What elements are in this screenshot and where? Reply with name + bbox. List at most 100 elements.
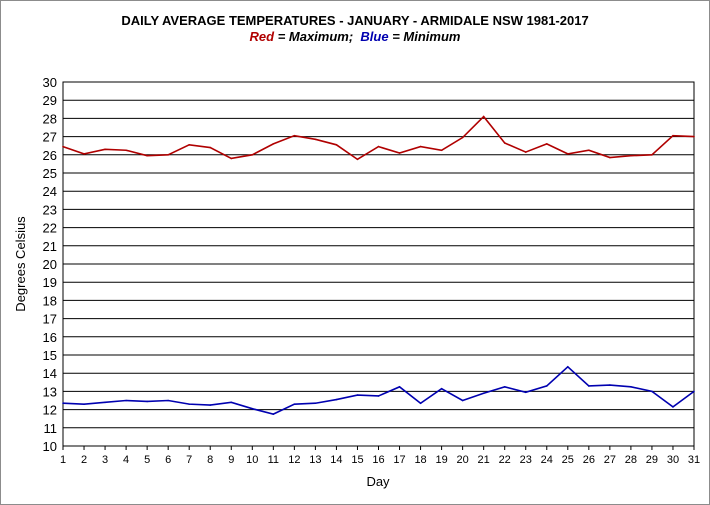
data-point [440,387,443,390]
x-tick-label: 22 [499,454,511,466]
y-tick-label: 23 [43,202,57,217]
data-point [482,115,485,118]
data-point [609,156,611,159]
x-tick-label: 31 [688,454,700,466]
y-tick-label: 14 [43,366,57,381]
data-point [230,401,233,404]
data-point [630,154,632,157]
x-tick-label: 8 [207,454,213,466]
subtitle-max-word: Red [249,29,275,44]
x-tick-label: 15 [351,454,363,466]
y-tick-label: 13 [43,384,57,399]
data-point [356,394,359,396]
data-point [588,385,590,387]
series-line-maximum [62,115,695,161]
subtitle-min-word: Blue [360,29,389,44]
data-point [567,366,569,368]
y-tick-label: 12 [43,403,57,418]
data-point [293,403,296,405]
x-tick-label: 20 [457,454,469,466]
y-tick-label: 22 [43,221,57,236]
data-point [167,399,169,402]
data-point [524,391,527,394]
data-point [503,142,506,144]
y-tick-label: 24 [43,184,57,199]
data-point [314,138,317,141]
data-point [167,154,169,156]
data-point [482,392,485,395]
y-tick-label: 16 [43,330,57,345]
data-point [693,390,695,393]
x-tick-label: 9 [228,454,234,466]
x-tick-label: 14 [330,454,342,466]
data-point [651,390,653,393]
x-tick-label: 5 [144,454,150,466]
data-point [588,149,590,152]
subtitle-max-label: = Maximum; [277,29,354,44]
x-tick-label: 11 [268,454,279,466]
data-point [356,158,359,161]
data-point [609,384,611,386]
data-point [545,385,548,387]
data-point [651,154,653,156]
data-point [272,413,275,415]
data-point [230,157,233,160]
data-point [398,152,401,154]
series-minimum [62,365,695,415]
x-tick-label: 19 [435,454,447,466]
chart-title: DAILY AVERAGE TEMPERATURES - JANUARY - A… [121,13,589,28]
data-point [503,386,506,388]
data-point [377,395,380,397]
data-point [314,402,317,405]
data-point [461,399,464,402]
x-tick-label: 2 [81,454,87,466]
y-tick-label: 28 [43,111,57,126]
data-point [377,145,380,148]
data-point [398,386,401,388]
data-point [146,154,148,157]
data-point [104,401,106,404]
data-point [293,134,296,137]
data-point [251,154,254,156]
y-tick-label: 26 [43,148,57,163]
x-tick-label: 17 [393,454,405,466]
data-point [146,400,148,403]
x-tick-label: 18 [414,454,426,466]
x-tick-label: 3 [102,454,108,466]
y-tick-label: 18 [43,293,57,308]
data-point [524,151,527,153]
data-point [693,135,695,138]
x-axis-label: Day [366,474,390,489]
data-point [419,402,422,405]
x-tick-label: 13 [309,454,321,466]
data-point [251,407,254,410]
y-tick-label: 27 [43,130,57,145]
y-tick-label: 10 [43,439,57,454]
data-point [567,153,569,155]
series-line-minimum [62,365,695,415]
data-point [209,146,212,149]
x-tick-label: 30 [667,454,679,466]
data-point [545,143,548,145]
x-tick-label: 27 [604,454,616,466]
data-point [62,145,64,148]
x-axis-ticks: 1 2 3 4 5 6 7 8 9 10 11 12 13 14 15 16 17 18 19 20 21 22 23 24 2… [60,446,700,466]
y-axis-ticks: 10 11 12 13 14 15 16 17 18 19 20 21 22 23 24 25 26 27 28 29… [43,75,57,454]
chart-subtitle: Red = Maximum; Blue = Minimum [0,29,710,44]
data-point [125,149,127,152]
x-tick-label: 28 [625,454,637,466]
data-point [83,153,85,155]
x-tick-label: 7 [186,454,192,466]
y-tick-label: 25 [43,166,57,181]
series-layer [62,115,695,415]
x-tick-label: 1 [60,454,66,466]
data-point [62,402,64,405]
data-point [188,403,190,405]
y-tick-label: 21 [43,239,57,254]
x-tick-label: 10 [246,454,258,466]
data-point [419,145,422,148]
x-tick-label: 12 [288,454,300,466]
data-point [440,149,443,152]
data-point [672,406,674,408]
